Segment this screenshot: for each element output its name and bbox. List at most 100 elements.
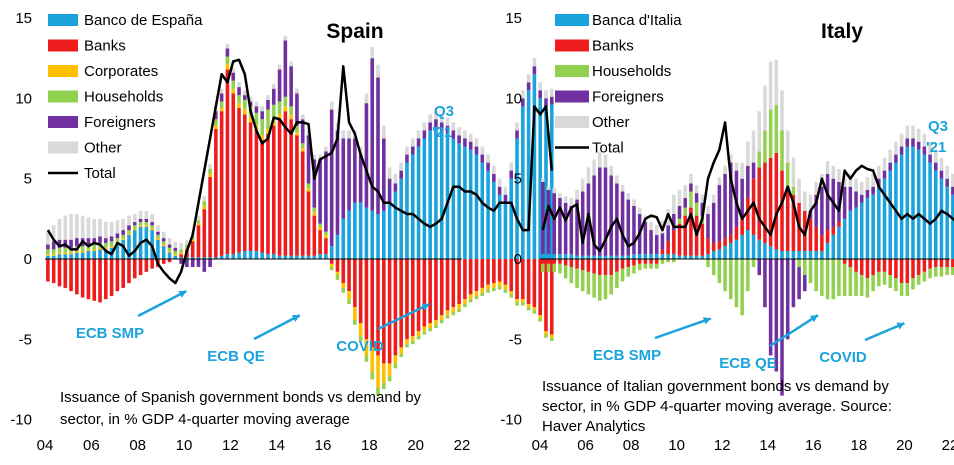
bar-for bbox=[353, 138, 357, 203]
y-tick-label: -10 bbox=[500, 412, 522, 429]
bar-cb bbox=[364, 207, 369, 259]
chart-title: Spain bbox=[326, 20, 383, 43]
bar-corp bbox=[480, 287, 485, 293]
bar-for bbox=[393, 183, 398, 192]
bar-corp bbox=[231, 88, 236, 94]
bar-corp bbox=[544, 331, 548, 335]
bar-cb bbox=[422, 138, 427, 259]
bar-corp bbox=[486, 284, 490, 290]
bar-other bbox=[763, 85, 767, 131]
bar-banks bbox=[277, 119, 282, 256]
bar-for bbox=[757, 259, 761, 276]
bar-cb bbox=[911, 146, 915, 259]
bar-for bbox=[598, 167, 602, 256]
bar-banks bbox=[509, 259, 514, 292]
bar-hh bbox=[121, 234, 125, 239]
bar-banks bbox=[609, 259, 613, 276]
bar-cb bbox=[803, 250, 807, 259]
bar-cb bbox=[928, 162, 932, 259]
bar-hh bbox=[237, 95, 241, 104]
bar-for bbox=[552, 193, 556, 255]
bar-other bbox=[683, 185, 687, 198]
bar-cb bbox=[474, 154, 479, 259]
annotation-label: ECB QE bbox=[207, 348, 265, 365]
bar-other bbox=[161, 231, 166, 239]
bar-banks bbox=[689, 207, 693, 256]
bar-hh bbox=[132, 225, 137, 229]
bar-for bbox=[225, 48, 230, 57]
bar-for bbox=[654, 234, 659, 255]
bar-cb bbox=[387, 202, 392, 259]
bar-hh bbox=[254, 112, 259, 126]
chart-title: Italy bbox=[821, 20, 863, 43]
annotation-arrowhead bbox=[421, 303, 430, 311]
bar-cb bbox=[405, 162, 409, 259]
x-tick-label: 14 bbox=[759, 437, 776, 454]
bar-banks bbox=[358, 259, 363, 324]
bar-for bbox=[820, 186, 824, 235]
bar-hh bbox=[468, 299, 473, 303]
bar-hh bbox=[723, 259, 727, 292]
bar-corp bbox=[428, 323, 432, 329]
bar-cb bbox=[132, 230, 137, 259]
bar-banks bbox=[768, 157, 773, 247]
bar-other bbox=[609, 165, 613, 176]
bar-hh bbox=[580, 270, 585, 292]
bar-for bbox=[382, 138, 386, 211]
bar-for bbox=[405, 154, 409, 163]
bar-hh bbox=[649, 263, 653, 269]
bar-banks bbox=[541, 259, 545, 264]
bar-for bbox=[312, 159, 317, 208]
bar-for bbox=[318, 159, 322, 224]
bar-other bbox=[167, 238, 172, 245]
quarter-label: Q3 bbox=[434, 103, 454, 120]
bar-cb bbox=[740, 234, 744, 259]
bar-other bbox=[797, 178, 801, 203]
bar-other bbox=[463, 130, 467, 139]
bar-corp bbox=[387, 363, 392, 377]
bar-for bbox=[185, 259, 189, 268]
bar-banks bbox=[939, 259, 944, 268]
bar-cb bbox=[922, 154, 927, 259]
bar-corp bbox=[283, 106, 288, 112]
bar-hh bbox=[660, 259, 665, 264]
bar-other bbox=[526, 74, 531, 83]
bar-other bbox=[208, 164, 212, 170]
bar-banks bbox=[364, 259, 369, 340]
bar-hh bbox=[831, 259, 836, 300]
bar-for bbox=[416, 138, 421, 147]
bar-cb bbox=[219, 255, 224, 259]
bar-banks bbox=[196, 225, 201, 258]
bar-for bbox=[575, 199, 579, 256]
bar-cb bbox=[808, 250, 813, 259]
bar-cb bbox=[694, 255, 699, 259]
bar-banks bbox=[515, 259, 519, 300]
bar-hh bbox=[916, 275, 921, 285]
bar-cb bbox=[700, 255, 705, 259]
bar-corp bbox=[237, 103, 241, 108]
bar-corp bbox=[509, 291, 514, 295]
bar-banks bbox=[457, 259, 461, 304]
bar-hh bbox=[405, 344, 409, 348]
bar-cb bbox=[603, 255, 608, 259]
bar-banks bbox=[820, 234, 824, 251]
bar-cb bbox=[751, 234, 756, 259]
bar-for bbox=[916, 141, 921, 150]
bar-cb bbox=[768, 246, 773, 259]
bar-hh bbox=[179, 249, 183, 253]
bar-banks bbox=[563, 259, 568, 266]
bar-for bbox=[666, 225, 670, 242]
bar-hh bbox=[358, 336, 363, 341]
bar-cb bbox=[185, 257, 189, 259]
bar-other bbox=[260, 106, 264, 112]
bar-for bbox=[945, 178, 949, 187]
bar-hh bbox=[666, 259, 670, 263]
bar-for bbox=[711, 202, 716, 243]
bar-banks bbox=[109, 259, 114, 296]
bar-cb bbox=[797, 250, 801, 259]
x-tick-label: 08 bbox=[623, 437, 640, 454]
bar-hh bbox=[300, 143, 305, 149]
bar-hh bbox=[115, 238, 120, 242]
bar-other bbox=[248, 96, 253, 102]
